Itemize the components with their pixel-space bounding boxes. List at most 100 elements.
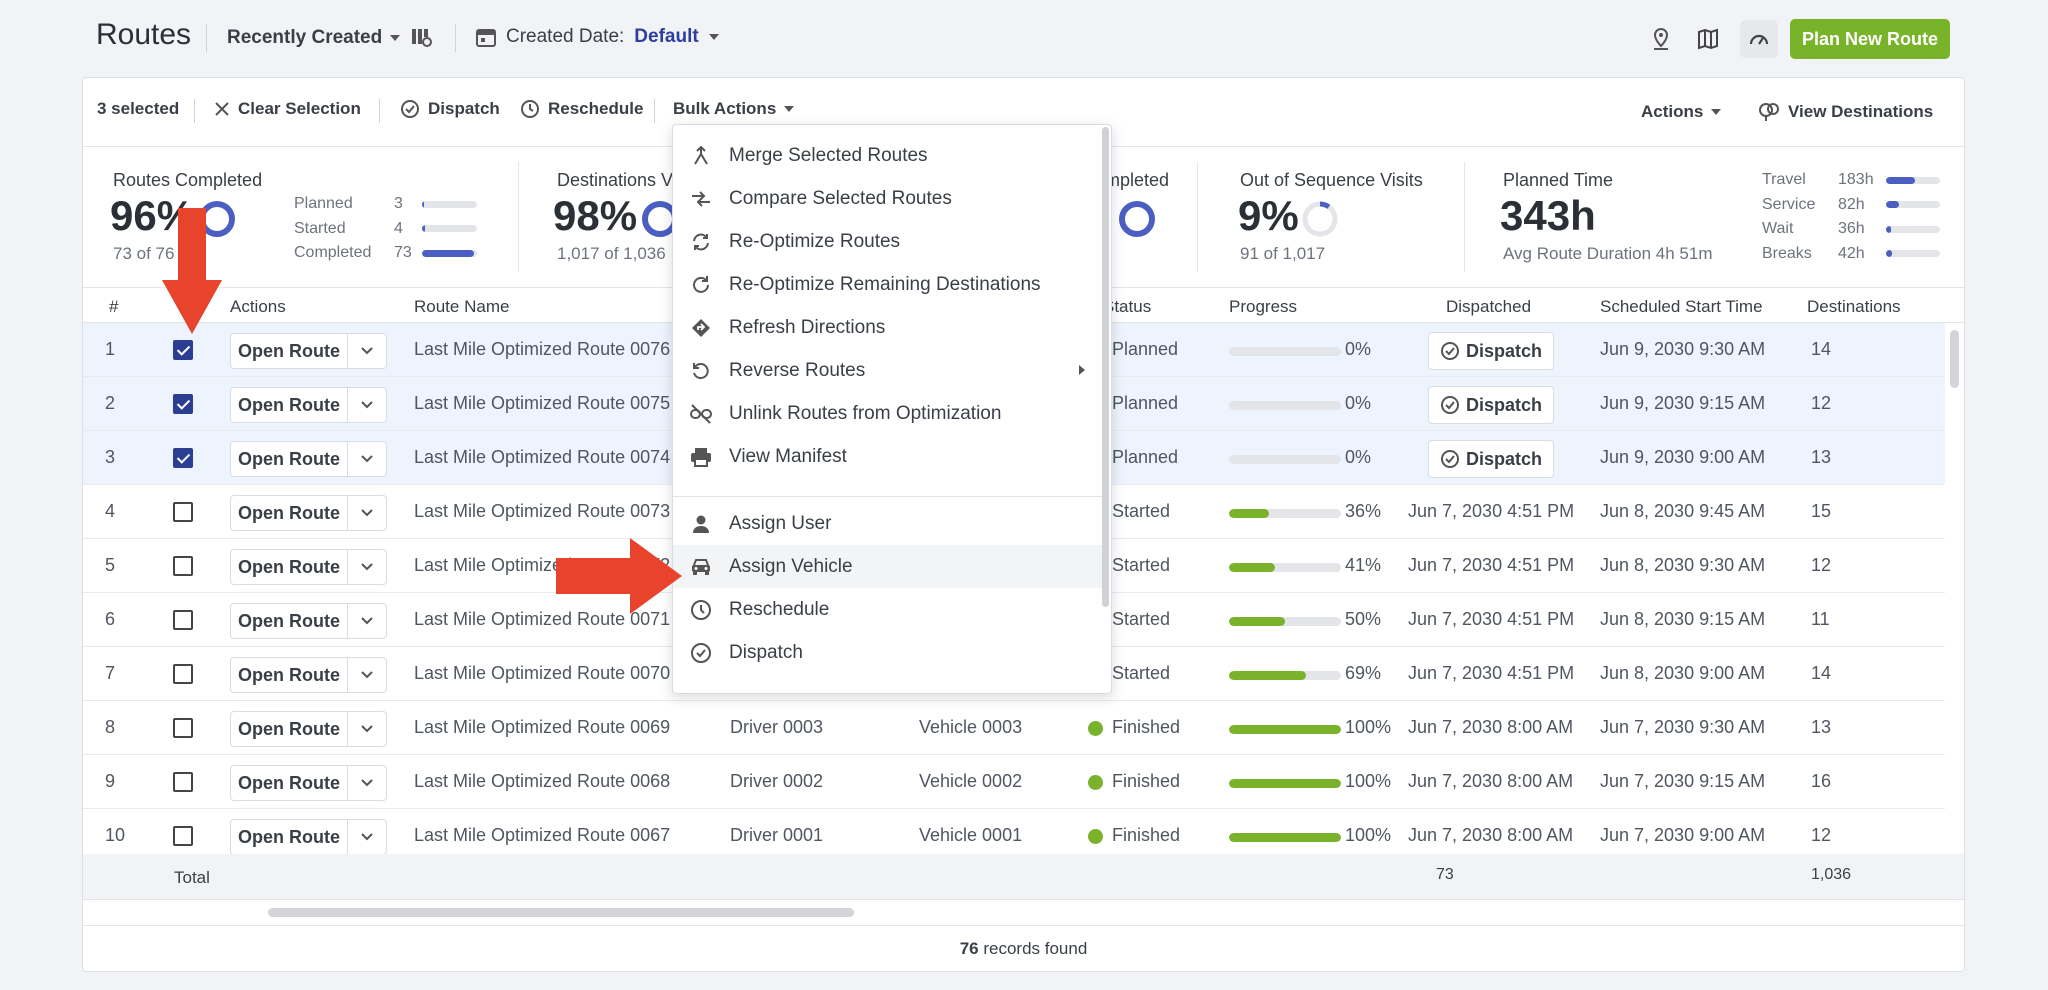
table-row[interactable]: 7 Open Route Last Mile Optimized Route 007… — [83, 647, 1945, 701]
speedometer-icon[interactable] — [1740, 20, 1778, 58]
menu-item-unlink[interactable]: Unlink Routes from Optimization — [673, 392, 1103, 435]
table-row[interactable]: 9 Open Route Last Mile Optimized Route 006… — [83, 755, 1945, 809]
menu-item-reoptimize[interactable]: Re-Optimize Routes — [673, 220, 1103, 263]
row-checkbox[interactable] — [173, 664, 193, 684]
menu-item-reverse-routes[interactable]: Reverse Routes — [673, 349, 1103, 392]
route-name[interactable]: Last Mile Optimized Route 0076 — [414, 339, 671, 359]
row-checkbox[interactable] — [173, 556, 193, 576]
menu-item-refresh-directions[interactable]: Refresh Directions — [673, 306, 1103, 349]
view-destinations-button[interactable]: View Destinations — [1758, 102, 1933, 122]
vehicle-name: Vehicle 0002 — [919, 771, 1023, 791]
route-name[interactable]: Last Mile Optimized Route 0068 — [414, 771, 671, 791]
menu-item-reschedule[interactable]: Reschedule — [673, 588, 1103, 631]
col-destinations[interactable]: Destinations — [1807, 297, 1901, 316]
menu-item-dispatch[interactable]: Dispatch — [673, 631, 1103, 674]
progress-label: 69% — [1345, 663, 1382, 683]
progress-bar — [1229, 563, 1341, 572]
route-name[interactable]: Last Mile Optimized Route 0074 — [414, 447, 671, 467]
progress-fill — [1229, 509, 1270, 518]
horizontal-scrollbar[interactable] — [268, 908, 854, 917]
route-name[interactable]: Last Mile Optimized Route 0075 — [414, 393, 671, 413]
open-route-button[interactable]: Open Route — [230, 387, 348, 423]
selected-count: 3 selected — [97, 99, 179, 119]
chevron-down-icon[interactable] — [347, 495, 387, 531]
route-name[interactable]: Last Mile Optimized Route 0073 — [414, 501, 671, 521]
menu-item-assign-user[interactable]: Assign User — [673, 502, 1103, 545]
chevron-down-icon[interactable] — [347, 549, 387, 585]
open-route-button[interactable]: Open Route — [230, 549, 348, 585]
row-checkbox[interactable] — [173, 718, 193, 738]
chevron-down-icon[interactable] — [347, 333, 387, 369]
status-label: Finished — [1112, 717, 1181, 737]
time-value: 42h — [1838, 244, 1865, 262]
col-dispatched[interactable]: Dispatched — [1446, 297, 1532, 316]
toolbar-dispatch-button[interactable]: Dispatch — [400, 99, 500, 119]
route-name[interactable]: Last Mile Optimized Route 0070 — [414, 663, 671, 683]
row-checkbox[interactable] — [173, 340, 193, 360]
calendar-icon — [476, 27, 496, 47]
open-route-button[interactable]: Open Route — [230, 657, 348, 693]
open-route-button[interactable]: Open Route — [230, 441, 348, 477]
open-route-button[interactable]: Open Route — [230, 711, 348, 747]
menu-item-merge[interactable]: Merge Selected Routes — [673, 134, 1103, 177]
chevron-down-icon[interactable] — [347, 603, 387, 639]
open-route-button[interactable]: Open Route — [230, 819, 348, 855]
vertical-scrollbar[interactable] — [1950, 330, 1959, 388]
row-checkbox[interactable] — [173, 394, 193, 414]
map-icon[interactable] — [1689, 20, 1727, 58]
open-route-button[interactable]: Open Route — [230, 495, 348, 531]
col-actions[interactable]: Actions — [230, 297, 286, 316]
menu-scrollbar[interactable] — [1102, 127, 1109, 607]
records-label: records found — [983, 938, 1088, 958]
dispatch-button[interactable]: Dispatch — [1428, 440, 1554, 478]
table-row[interactable]: 8 Open Route Last Mile Optimized Route 006… — [83, 701, 1945, 755]
dispatch-button[interactable]: Dispatch — [1428, 386, 1554, 424]
menu-item-compare[interactable]: Compare Selected Routes — [673, 177, 1103, 220]
open-route-button[interactable]: Open Route — [230, 603, 348, 639]
row-checkbox[interactable] — [173, 772, 193, 792]
toolbar-reschedule-button[interactable]: Reschedule — [520, 99, 643, 119]
destination-count: 15 — [1811, 501, 1832, 521]
time-label: Breaks — [1762, 244, 1812, 262]
col-route-name[interactable]: Route Name — [414, 297, 510, 316]
plan-new-route-button[interactable]: Plan New Route — [1790, 19, 1950, 59]
col-num[interactable]: # — [109, 297, 119, 316]
chevron-down-icon[interactable] — [347, 657, 387, 693]
chevron-down-icon[interactable] — [347, 441, 387, 477]
row-checkbox[interactable] — [173, 610, 193, 630]
dispatched-time: Jun 7, 2030 4:51 PM — [1408, 663, 1575, 683]
date-filter-dropdown[interactable]: Created Date: Default — [476, 26, 719, 48]
actions-dropdown[interactable]: Actions — [1641, 102, 1722, 122]
chevron-down-icon[interactable] — [347, 819, 387, 855]
progress-label: 50% — [1345, 609, 1382, 629]
status-label: Started — [1112, 501, 1171, 521]
chevron-down-icon[interactable] — [347, 387, 387, 423]
location-pin-icon[interactable] — [1642, 20, 1680, 58]
menu-item-assign-vehicle[interactable]: Assign Vehicle — [673, 545, 1103, 588]
row-checkbox[interactable] — [173, 502, 193, 522]
col-scheduled-start[interactable]: Scheduled Start Time — [1600, 297, 1763, 316]
column-settings-icon[interactable] — [411, 27, 433, 49]
route-name[interactable]: Last Mile Optimized Route 0067 — [414, 825, 671, 845]
open-route-button[interactable]: Open Route — [230, 333, 348, 369]
menu-item-view-manifest[interactable]: View Manifest — [673, 435, 1103, 478]
status-label: Started — [1112, 663, 1171, 683]
route-name[interactable]: Last Mile Optimized Route 0069 — [414, 717, 671, 737]
chevron-down-icon[interactable] — [347, 711, 387, 747]
driver-name: Driver 0001 — [730, 825, 824, 845]
row-checkbox[interactable] — [173, 448, 193, 468]
time-label: Wait — [1762, 220, 1794, 238]
row-checkbox[interactable] — [173, 826, 193, 846]
open-route-button[interactable]: Open Route — [230, 765, 348, 801]
col-status[interactable]: Status — [1103, 297, 1152, 316]
sort-dropdown[interactable]: Recently Created — [227, 27, 401, 49]
route-name[interactable]: Last Mile Optimized Route 0071 — [414, 609, 671, 629]
bulk-actions-dropdown[interactable]: Bulk Actions — [673, 99, 795, 119]
time-label: Travel — [1762, 171, 1806, 189]
unlink-icon — [673, 403, 729, 424]
dispatch-button[interactable]: Dispatch — [1428, 332, 1554, 370]
chevron-down-icon[interactable] — [347, 765, 387, 801]
clear-selection-button[interactable]: Clear Selection — [214, 99, 361, 119]
col-progress[interactable]: Progress — [1229, 297, 1298, 316]
menu-item-reoptimize-remaining[interactable]: Re-Optimize Remaining Destinations — [673, 263, 1103, 306]
